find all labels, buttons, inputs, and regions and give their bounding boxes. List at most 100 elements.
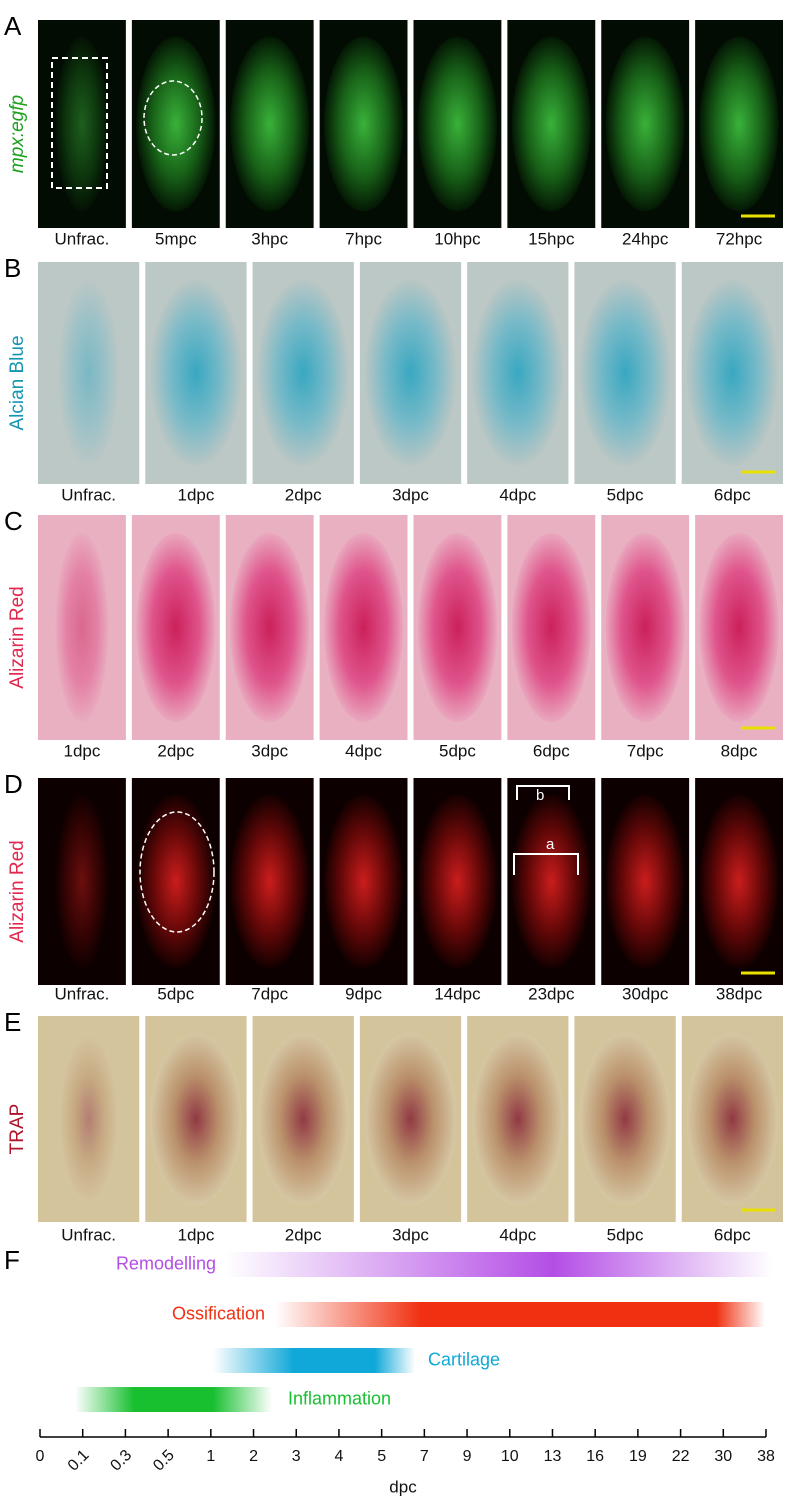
micrograph-stain [364,279,457,467]
time-label: 2dpc [285,1225,322,1244]
micrograph-stain [605,794,685,969]
micrograph-stain [257,279,349,467]
time-label: 6dpc [714,485,751,504]
tick-label: 0.3 [107,1447,135,1475]
tick-label: 7 [420,1448,429,1465]
micrograph-stain [417,533,497,722]
micrograph-stain [417,794,497,969]
micrograph-stain [257,1032,349,1206]
tick-label: 9 [463,1448,472,1465]
tick-label: 0.5 [150,1447,178,1475]
micrograph-stain [699,36,779,212]
micrograph-stain [136,533,216,722]
bracket [516,785,570,800]
tick-label: 0.1 [65,1447,93,1475]
phase-label: Inflammation [288,1388,391,1408]
tick-label: 13 [544,1448,562,1465]
axis-title: dpc [389,1477,417,1496]
micrograph-stain [472,1032,564,1206]
phase-label: Ossification [172,1303,265,1323]
micrograph-stain [150,1032,242,1206]
time-label: 14dpc [434,984,481,1003]
time-label: 15hpc [528,229,575,248]
micrograph-stain [324,533,404,722]
time-label: 4dpc [499,485,536,504]
tick-label: 30 [714,1448,732,1465]
micrograph-stain [230,533,310,722]
micrograph-stain [699,794,779,969]
time-label: 5mpc [155,229,197,248]
micrograph-stain [364,1032,457,1206]
time-label: 5dpc [439,741,476,760]
time-label: Unfrac. [61,1225,116,1244]
micrograph-stain [55,794,109,969]
micrograph-stain [136,36,216,212]
time-label: 24hpc [622,229,669,248]
time-label: 9dpc [345,984,382,1003]
micrograph-stain [605,36,685,212]
tick-label: 1 [206,1448,215,1465]
time-label: 7hpc [345,229,382,248]
tick-label: 10 [501,1448,519,1465]
micrograph-stain [686,1032,778,1206]
tick-label: 22 [672,1448,690,1465]
time-label: 2dpc [285,485,322,504]
phase-label: Remodelling [116,1253,216,1273]
micrograph-stain [58,1032,120,1206]
time-label: 30dpc [622,984,669,1003]
stain-label: Alizarin Red [7,586,28,688]
time-label: 4dpc [345,741,382,760]
phase-bar [213,1348,415,1373]
micrograph-stain [579,279,671,467]
stain-label: TRAP [7,1104,28,1155]
time-label: 6dpc [533,741,570,760]
time-label: 3dpc [392,485,429,504]
stain-label: Alcian Blue [7,335,28,430]
micrograph-stain [136,794,216,969]
time-label: 1dpc [177,485,214,504]
micrograph-stain [579,1032,671,1206]
panel-letter: E [4,1007,21,1037]
bracket [513,853,579,875]
micrograph-stain [55,36,109,212]
time-label: 72hpc [716,229,763,248]
time-label: 10hpc [434,229,481,248]
time-label: 38dpc [716,984,763,1003]
micrograph-stain [230,36,310,212]
tick-label: 16 [586,1448,604,1465]
micrograph-stain [699,533,779,722]
micrograph-stain [686,279,778,467]
micrograph-stain [417,36,497,212]
time-label: 6dpc [714,1225,751,1244]
micrograph-stain [511,533,591,722]
micrograph-stain [324,36,404,212]
time-label: Unfrac. [55,984,110,1003]
time-label: 23dpc [528,984,575,1003]
tick-label: 3 [292,1448,301,1465]
time-label: 1dpc [64,741,101,760]
micrograph-stain [150,279,242,467]
phase-label: Cartilage [428,1349,500,1369]
panel-letter: C [4,506,23,536]
micrograph-stain [511,36,591,212]
time-label: 4dpc [499,1225,536,1244]
time-label: 3hpc [251,229,288,248]
tick-label: 4 [334,1448,343,1465]
micrograph-stain [55,533,109,722]
phase-bar [275,1302,765,1327]
time-label: 7dpc [251,984,288,1003]
panel-letter: D [4,769,23,799]
time-label: 3dpc [392,1225,429,1244]
micrograph-stain [230,794,310,969]
time-label: 1dpc [177,1225,214,1244]
annotation: b [536,787,544,804]
time-label: 5dpc [607,485,644,504]
time-label: 5dpc [607,1225,644,1244]
time-label: Unfrac. [61,485,116,504]
time-label: Unfrac. [55,229,110,248]
panel-letter: F [4,1245,20,1275]
time-label: 8dpc [721,741,758,760]
panel-letter: B [4,253,21,283]
tick-label: 5 [377,1448,386,1465]
